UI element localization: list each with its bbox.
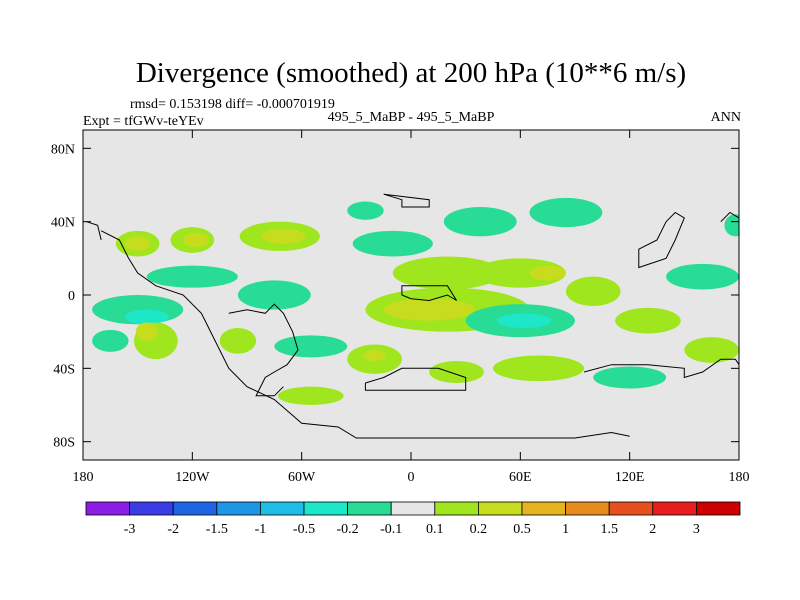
contour-blob-31 <box>493 355 585 382</box>
contour-blob-36 <box>724 214 739 237</box>
y-tick-label: 40N <box>51 216 75 231</box>
contour-blob-1 <box>124 236 151 252</box>
stats-line: rmsd= 0.153198 diff= -0.000701919 <box>130 97 335 112</box>
coastline-layer <box>86 193 739 439</box>
coastline-7 <box>720 211 739 223</box>
chart-title: Divergence (smoothed) at 200 hPa (10**6 … <box>136 57 686 89</box>
colorbar-swatch <box>259 501 305 516</box>
colorbar-level-label: -0.2 <box>337 522 359 537</box>
contour-blob-16 <box>496 313 552 328</box>
contour-blob-35 <box>92 329 129 352</box>
contour-blob-3 <box>183 232 209 248</box>
colorbar: -3 -2 -1.5 -1 -0.5 -0.2 -0.1 0.1 0.2 0.5 1 1.5 2 3 <box>85 501 741 537</box>
coastline-4 <box>364 367 467 391</box>
contour-blob-14 <box>383 298 475 321</box>
colorbar-swatch <box>303 501 348 516</box>
colorbar-level-label: 2 <box>649 522 656 537</box>
contour-blob-32 <box>277 386 344 406</box>
colorbar-level-label: -1 <box>255 522 267 537</box>
contour-blob-26 <box>219 328 257 354</box>
contour-blob-8 <box>443 207 517 237</box>
contour-blob-10 <box>392 256 503 290</box>
colorbar-swatch <box>477 501 523 516</box>
x-tick-label: 60W <box>288 470 316 485</box>
colorbar-swatch <box>434 501 479 516</box>
x-tick-label: 120E <box>615 470 645 485</box>
x-tick-label: 180 <box>729 470 750 485</box>
coastline-1 <box>228 303 299 397</box>
colorbar-level-label: -0.1 <box>380 522 402 537</box>
axis-ticks: 180 120W 60W 0 60E 120E 180 80N 40N 0 40S 80S <box>51 130 750 485</box>
contour-blob-34 <box>684 337 739 363</box>
contour-blob-23 <box>237 280 311 310</box>
contour-blob-20 <box>146 265 238 288</box>
colorbar-swatch <box>85 501 130 516</box>
colorbar-level-label: 3 <box>693 522 700 537</box>
contour-blob-6 <box>347 201 384 220</box>
contour-blob-11 <box>474 258 566 288</box>
contour-blob-30 <box>429 361 484 383</box>
y-tick-label: 40S <box>53 362 75 377</box>
contour-blob-25 <box>135 322 158 341</box>
colorbar-level-label: 1.5 <box>600 522 618 537</box>
contour-blob-19 <box>666 263 739 290</box>
colorbar-swatch <box>129 501 174 516</box>
y-tick-label: 80N <box>51 142 75 157</box>
right-label: ANN <box>711 110 741 125</box>
colorbar-swatch <box>172 501 218 516</box>
contour-blob-5 <box>261 229 306 244</box>
center-label: 495_5_MaBP - 495_5_MaBP <box>328 110 495 125</box>
colorbar-level-label: -0.5 <box>293 522 315 537</box>
x-tick-label: 180 <box>73 470 94 485</box>
contour-blob-29 <box>363 350 386 361</box>
colorbar-swatch <box>608 501 654 516</box>
coastline-5 <box>583 358 739 379</box>
colorbar-swatch <box>216 501 261 516</box>
colorbar-level-label: -1.5 <box>206 522 228 537</box>
colorbar-swatch <box>652 501 697 516</box>
contour-blob-18 <box>615 307 681 334</box>
colorbar-level-label: 0.1 <box>426 522 444 537</box>
colorbar-level-label: 1 <box>562 522 569 537</box>
contour-blob-17 <box>565 276 621 307</box>
colorbar-swatch <box>390 501 436 516</box>
colorbar-swatch <box>521 501 566 516</box>
contour-blob-12 <box>529 265 566 281</box>
coastline-6 <box>638 211 685 269</box>
coastline-8 <box>86 221 102 241</box>
contour-fill-layer <box>92 197 739 406</box>
colorbar-swatch <box>347 501 392 516</box>
coastline-0 <box>100 230 630 439</box>
colorbar-swatch <box>565 501 610 516</box>
coastline-2 <box>383 193 430 208</box>
colorbar-level-label: -2 <box>167 522 179 537</box>
x-tick-label: 0 <box>408 470 415 485</box>
colorbar-level-label: -3 <box>124 522 136 537</box>
contour-blob-33 <box>593 366 667 389</box>
x-tick-label: 60E <box>509 470 532 485</box>
y-tick-label: 0 <box>68 289 75 304</box>
colorbar-level-label: 0.5 <box>513 522 531 537</box>
contour-blob-9 <box>529 197 603 228</box>
y-tick-label: 80S <box>53 436 75 451</box>
contour-blob-7 <box>352 230 433 257</box>
colorbar-level-label: 0.2 <box>470 522 488 537</box>
coastline-3 <box>401 285 458 302</box>
left-label: Expt = tfGWv-teYEv <box>83 114 204 129</box>
contour-blob-22 <box>124 309 169 325</box>
colorbar-swatch <box>696 501 741 516</box>
x-tick-label: 120W <box>175 470 210 485</box>
contour-blob-27 <box>274 335 348 358</box>
map-plot-area: 180 120W 60W 0 60E 120E 180 80N 40N 0 40S 80S <box>51 129 750 485</box>
